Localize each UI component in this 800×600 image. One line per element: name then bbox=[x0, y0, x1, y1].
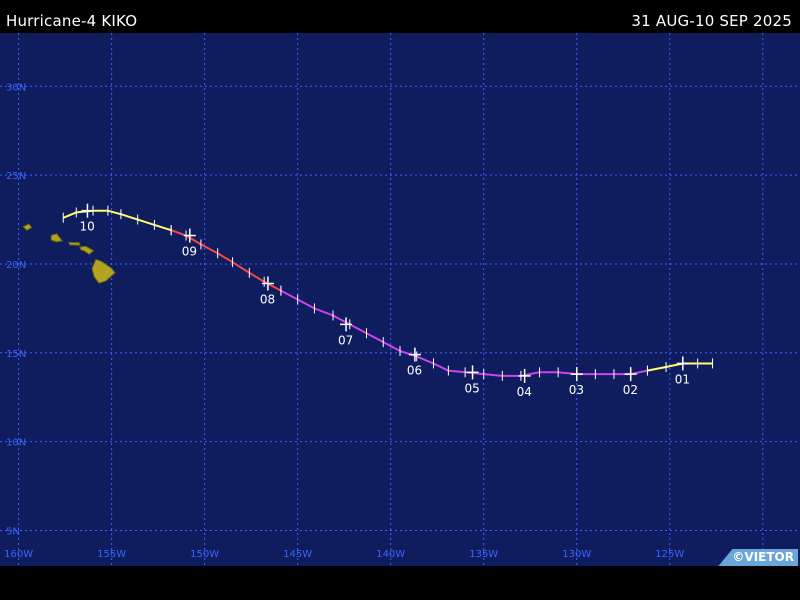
longitude-label: 160W bbox=[4, 549, 33, 560]
day-label: 05 bbox=[465, 381, 480, 395]
day-marker: 04 bbox=[517, 368, 532, 399]
day-label: 02 bbox=[623, 383, 638, 397]
day-marker: 10 bbox=[79, 203, 95, 234]
track-map: 01 02 03 04 05 06 07 08 09 10 5N 10N 15N 20N 25N 30N 16… bbox=[0, 33, 800, 566]
latitude-label: 15N bbox=[6, 349, 26, 360]
island-oahu bbox=[50, 233, 64, 243]
day-marker: 05 bbox=[465, 365, 480, 395]
track-segment-hurricane-4 bbox=[280, 289, 648, 377]
longitude-label: 150W bbox=[190, 549, 219, 560]
island-maui bbox=[79, 245, 95, 255]
latitude-label: 20N bbox=[6, 260, 26, 271]
hawaiian-islands bbox=[22, 223, 116, 284]
day-label: 04 bbox=[517, 385, 532, 399]
latitude-label: 25N bbox=[6, 171, 26, 182]
latitude-label: 30N bbox=[6, 82, 26, 93]
longitude-label: 135W bbox=[469, 549, 498, 560]
day-marker: 03 bbox=[569, 367, 584, 397]
island-molokai bbox=[68, 242, 81, 246]
ocean-background bbox=[0, 33, 800, 566]
latitude-label: 5N bbox=[6, 526, 20, 537]
day-label: 10 bbox=[79, 220, 94, 234]
track-segment-hurricane-1 bbox=[170, 229, 282, 292]
day-marker: 02 bbox=[623, 367, 638, 397]
date-range: 31 AUG-10 SEP 2025 bbox=[631, 12, 792, 30]
day-marker: 09 bbox=[182, 228, 197, 259]
island-hawaii bbox=[91, 258, 116, 284]
day-marker: 06 bbox=[407, 347, 422, 378]
day-label: 06 bbox=[407, 364, 422, 378]
footer-bar bbox=[0, 566, 800, 600]
day-label: 07 bbox=[338, 333, 353, 347]
longitude-label: 130W bbox=[562, 549, 591, 560]
day-label: 03 bbox=[569, 383, 584, 397]
day-label: 09 bbox=[182, 245, 197, 259]
longitude-label: 140W bbox=[376, 549, 405, 560]
storm-title: Hurricane-4 KIKO bbox=[6, 12, 138, 30]
day-marker: 07 bbox=[338, 317, 353, 347]
header-bar: Hurricane-4 KIKO 31 AUG-10 SEP 2025 bbox=[0, 0, 800, 33]
track-segment-tropical-storm bbox=[62, 209, 172, 232]
storm-track bbox=[62, 209, 713, 377]
day-label: 08 bbox=[260, 293, 275, 307]
day-marker: 01 bbox=[675, 356, 690, 386]
credit-badge: ©VIETOR bbox=[718, 549, 798, 566]
longitude-label: 145W bbox=[283, 549, 312, 560]
longitude-label: 155W bbox=[97, 549, 126, 560]
latitude-label: 10N bbox=[6, 438, 26, 449]
day-label: 01 bbox=[675, 372, 690, 386]
longitude-label: 125W bbox=[655, 549, 684, 560]
day-labels: 01 02 03 04 05 06 07 08 09 10 bbox=[79, 203, 690, 399]
day-marker: 08 bbox=[260, 276, 275, 307]
island-kauai bbox=[22, 223, 33, 231]
